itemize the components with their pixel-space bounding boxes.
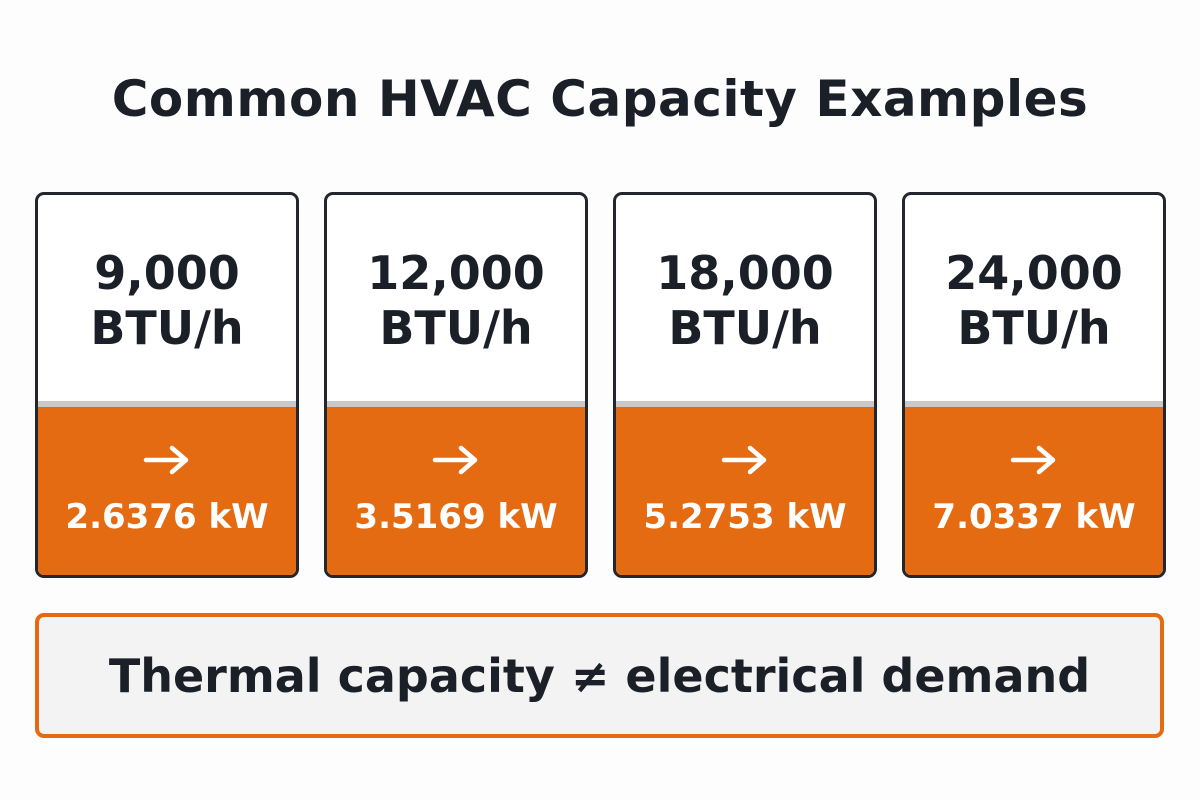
arrow-icon <box>143 445 189 475</box>
power-value: 3.5169 kW <box>354 497 558 537</box>
btu-unit: BTU/h <box>957 301 1111 355</box>
arrow <box>432 445 478 475</box>
btu-value: 18,000 <box>656 245 834 300</box>
capacity-card: 9,000 BTU/h 2.6376 kW <box>35 192 299 578</box>
card-bottom: 2.6376 kW <box>38 407 296 575</box>
capacity-card: 18,000 BTU/h 5.2753 kW <box>613 192 877 578</box>
card-bottom: 7.0337 kW <box>905 407 1163 575</box>
btu-unit: BTU/h <box>90 301 244 355</box>
capacity-card: 12,000 BTU/h 3.5169 kW <box>324 192 588 578</box>
arrow <box>143 445 189 475</box>
btu-unit: BTU/h <box>379 301 533 355</box>
card-bottom: 3.5169 kW <box>327 407 585 575</box>
note-banner: Thermal capacity ≠ electrical demand <box>35 613 1164 738</box>
power-value: 7.0337 kW <box>932 497 1136 537</box>
card-top: 18,000 BTU/h <box>616 195 874 407</box>
arrow-icon <box>432 445 478 475</box>
btu-value: 12,000 <box>367 245 545 300</box>
btu-value: 9,000 <box>94 245 240 300</box>
power-value: 5.2753 kW <box>643 497 847 537</box>
power-value: 2.6376 kW <box>65 497 269 537</box>
card-top: 12,000 BTU/h <box>327 195 585 407</box>
card-top: 9,000 BTU/h <box>38 195 296 407</box>
arrow-icon <box>1010 445 1056 475</box>
card-top: 24,000 BTU/h <box>905 195 1163 407</box>
arrow-icon <box>721 445 767 475</box>
btu-unit: BTU/h <box>668 301 822 355</box>
arrow <box>721 445 767 475</box>
capacity-card: 24,000 BTU/h 7.0337 kW <box>902 192 1166 578</box>
title: Common HVAC Capacity Examples <box>111 70 1089 128</box>
arrow <box>1010 445 1056 475</box>
card-row: 9,000 BTU/h 2.6376 kW 12,000 BTU/h 3.5169 kW 1… <box>35 192 1166 578</box>
btu-value: 24,000 <box>945 245 1123 300</box>
card-bottom: 5.2753 kW <box>616 407 874 575</box>
